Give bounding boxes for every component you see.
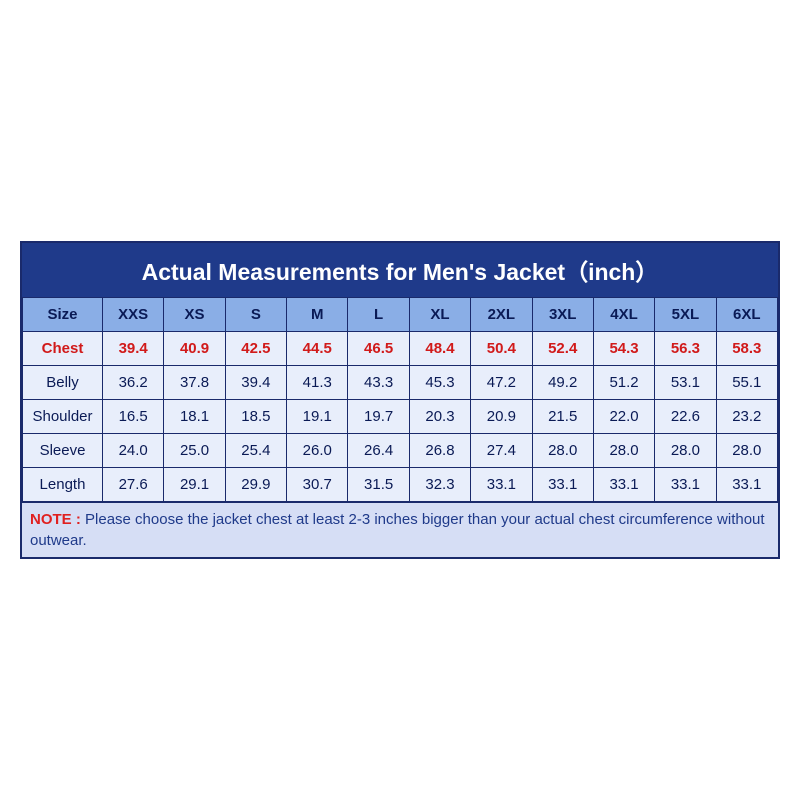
note-row: NOTE : Please choose the jacket chest at… (22, 502, 778, 557)
cell: 26.0 (287, 434, 348, 468)
cell: 41.3 (287, 366, 348, 400)
cell: 18.5 (225, 400, 286, 434)
cell: 20.3 (409, 400, 470, 434)
cell: 51.2 (593, 366, 654, 400)
cell: 33.1 (716, 468, 777, 502)
row-label: Sleeve (23, 434, 103, 468)
cell: 39.4 (103, 332, 164, 366)
cell: 29.9 (225, 468, 286, 502)
cell: 24.0 (103, 434, 164, 468)
size-chart: Actual Measurements for Men's Jacket（inc… (20, 241, 780, 559)
size-header: 4XL (593, 298, 654, 332)
cell: 33.1 (593, 468, 654, 502)
cell: 33.1 (655, 468, 716, 502)
cell: 58.3 (716, 332, 777, 366)
cell: 42.5 (225, 332, 286, 366)
size-label-header: Size (23, 298, 103, 332)
size-header: L (348, 298, 409, 332)
cell: 22.6 (655, 400, 716, 434)
cell: 44.5 (287, 332, 348, 366)
cell: 55.1 (716, 366, 777, 400)
cell: 46.5 (348, 332, 409, 366)
table-row: Sleeve24.025.025.426.026.426.827.428.028… (23, 434, 778, 468)
cell: 48.4 (409, 332, 470, 366)
cell: 31.5 (348, 468, 409, 502)
cell: 56.3 (655, 332, 716, 366)
measurement-table: SizeXXSXSSMLXL2XL3XL4XL5XL6XL Chest39.44… (22, 297, 778, 502)
cell: 49.2 (532, 366, 593, 400)
cell: 53.1 (655, 366, 716, 400)
cell: 40.9 (164, 332, 225, 366)
cell: 52.4 (532, 332, 593, 366)
header-row: SizeXXSXSSMLXL2XL3XL4XL5XL6XL (23, 298, 778, 332)
cell: 25.4 (225, 434, 286, 468)
note-text: Please choose the jacket chest at least … (30, 511, 765, 549)
cell: 21.5 (532, 400, 593, 434)
cell: 33.1 (532, 468, 593, 502)
cell: 27.4 (471, 434, 532, 468)
size-header: 6XL (716, 298, 777, 332)
cell: 54.3 (593, 332, 654, 366)
size-header: 2XL (471, 298, 532, 332)
cell: 37.8 (164, 366, 225, 400)
row-label: Chest (23, 332, 103, 366)
cell: 28.0 (655, 434, 716, 468)
cell: 32.3 (409, 468, 470, 502)
table-row: Length27.629.129.930.731.532.333.133.133… (23, 468, 778, 502)
cell: 18.1 (164, 400, 225, 434)
size-header: S (225, 298, 286, 332)
table-row: Belly36.237.839.441.343.345.347.249.251.… (23, 366, 778, 400)
row-label: Length (23, 468, 103, 502)
cell: 27.6 (103, 468, 164, 502)
cell: 20.9 (471, 400, 532, 434)
size-header: 3XL (532, 298, 593, 332)
row-label: Shoulder (23, 400, 103, 434)
cell: 16.5 (103, 400, 164, 434)
cell: 33.1 (471, 468, 532, 502)
cell: 22.0 (593, 400, 654, 434)
cell: 47.2 (471, 366, 532, 400)
cell: 23.2 (716, 400, 777, 434)
cell: 26.4 (348, 434, 409, 468)
table-row: Chest39.440.942.544.546.548.450.452.454.… (23, 332, 778, 366)
note-label: NOTE : (30, 511, 81, 528)
cell: 39.4 (225, 366, 286, 400)
row-label: Belly (23, 366, 103, 400)
table-row: Shoulder16.518.118.519.119.720.320.921.5… (23, 400, 778, 434)
size-header: XXS (103, 298, 164, 332)
size-header: 5XL (655, 298, 716, 332)
cell: 28.0 (593, 434, 654, 468)
chart-title: Actual Measurements for Men's Jacket（inc… (22, 243, 778, 297)
cell: 19.1 (287, 400, 348, 434)
cell: 43.3 (348, 366, 409, 400)
cell: 26.8 (409, 434, 470, 468)
cell: 50.4 (471, 332, 532, 366)
cell: 45.3 (409, 366, 470, 400)
cell: 28.0 (716, 434, 777, 468)
cell: 28.0 (532, 434, 593, 468)
size-header: XS (164, 298, 225, 332)
table-body: Chest39.440.942.544.546.548.450.452.454.… (23, 332, 778, 502)
size-header: XL (409, 298, 470, 332)
cell: 25.0 (164, 434, 225, 468)
cell: 36.2 (103, 366, 164, 400)
cell: 30.7 (287, 468, 348, 502)
size-header: M (287, 298, 348, 332)
cell: 19.7 (348, 400, 409, 434)
cell: 29.1 (164, 468, 225, 502)
